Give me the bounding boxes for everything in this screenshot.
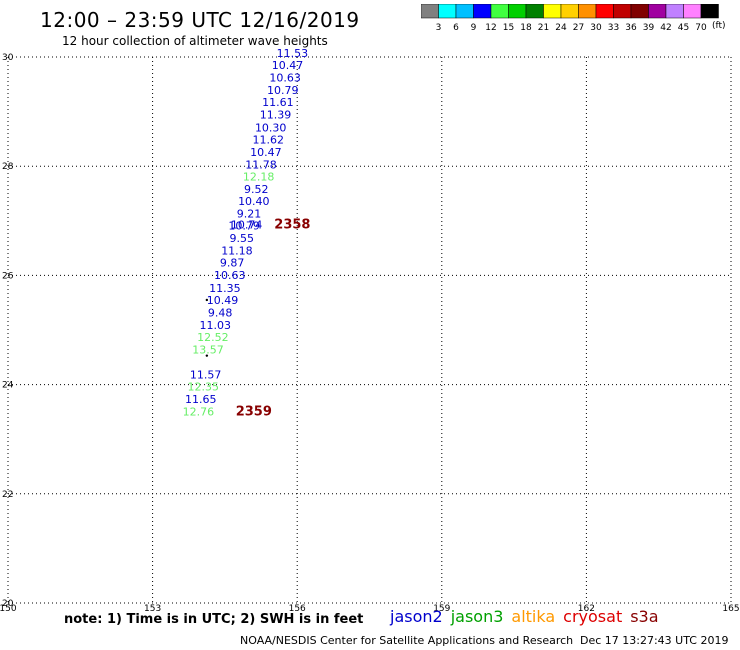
colorbar-label: 15 <box>503 23 514 33</box>
legend-item-cryosat: cryosat <box>563 607 623 626</box>
data-point-jason2: 11.53 <box>277 47 309 60</box>
footer-note: note: 1) Time is in UTC; 2) SWH is in fe… <box>64 612 364 627</box>
data-point-jason2: 11.61 <box>262 96 294 109</box>
x-tick-label: 156 <box>289 604 306 614</box>
data-point-jason3: 12.76 <box>183 406 215 419</box>
colorbar-label: 18 <box>520 23 532 33</box>
data-point-jason2: 11.03 <box>200 319 232 332</box>
footer-credit: NOAA/NESDIS Center for Satellite Applica… <box>240 634 574 647</box>
colorbar-label: 45 <box>678 23 689 33</box>
colorbar-label: 30 <box>590 23 602 33</box>
data-point-jason2: 11.39 <box>260 109 292 122</box>
y-tick-label: 28 <box>2 162 14 172</box>
data-point-jason2: 9.87 <box>220 257 245 270</box>
legend-item-jason3: jason3 <box>450 607 504 626</box>
data-point-jason2: 10.49 <box>207 294 239 307</box>
data-point-jason2: 10.30 <box>255 121 287 134</box>
colorbar-label: 27 <box>573 23 584 33</box>
footer-timestamp: Dec 17 13:27:43 UTC 2019 <box>580 634 729 647</box>
colorbar-label: 24 <box>555 23 567 33</box>
x-tick-label: 153 <box>144 604 161 614</box>
data-point-jason2: 10.79 <box>267 84 299 97</box>
legend-item-jason2: jason2 <box>390 607 443 626</box>
data-point-s3a: 2359 <box>236 405 272 420</box>
colorbar-label: 70 <box>695 23 707 33</box>
data-point-jason2: 10.40 <box>238 195 270 208</box>
y-tick-label: 26 <box>2 271 14 281</box>
data-point-jason2: 10.63 <box>269 72 301 85</box>
colorbar-label: 12 <box>485 23 496 33</box>
colorbar-label: 39 <box>643 23 655 33</box>
data-point-jason2: 11.35 <box>209 282 241 295</box>
y-tick-label: 20 <box>2 599 14 609</box>
data-point-s3a: 2358 <box>274 217 310 232</box>
legend: jason2 jason3 altika cryosat s3a <box>390 607 667 626</box>
data-point-jason2: 10.47 <box>250 146 282 159</box>
data-point-jason2: 11.18 <box>221 245 253 258</box>
x-tick-label: 165 <box>722 604 739 614</box>
data-point-jason3: 13.57 <box>192 343 224 356</box>
data-point-jason2: 9.52 <box>244 183 269 196</box>
colorbar-label: 21 <box>538 23 549 33</box>
legend-item-altika: altika <box>511 607 556 626</box>
track-dot <box>205 354 209 357</box>
colorbar-label: 42 <box>660 23 671 33</box>
legend-item-s3a: s3a <box>630 607 659 626</box>
data-point-jason2: 9.48 <box>208 306 233 319</box>
colorbar-unit: (ft) <box>712 21 726 31</box>
data-point-jason2: 10.63 <box>214 269 246 282</box>
chart-title: 12:00 – 23:59 UTC 12/16/2019 <box>40 8 360 32</box>
track-dot <box>205 298 209 302</box>
data-point-jason2: 10.74 <box>231 218 263 231</box>
data-point-jason2: 9.55 <box>230 232 255 245</box>
data-point-jason2: 11.57 <box>190 369 222 382</box>
y-tick-label: 30 <box>2 53 14 63</box>
x-tick-label: 150 <box>0 604 17 614</box>
data-point-jason2: 10.79 <box>228 220 260 233</box>
data-point-jason2: 9.21 <box>237 208 262 221</box>
data-point-jason2: 11.78 <box>245 158 277 171</box>
data-point-jason3: 12.52 <box>197 331 229 344</box>
data-point-jason2: 10.47 <box>272 59 304 72</box>
y-tick-label: 22 <box>2 490 13 500</box>
chart-subtitle: 12 hour collection of altimeter wave hei… <box>62 34 328 48</box>
colorbar: 3 6 9 12 15 18 21 24 27 30 33 36 39 42 45 70 <box>421 4 719 33</box>
y-tick-label: 24 <box>2 381 14 391</box>
data-point-jason3: 12.18 <box>243 170 275 183</box>
x-tick-label: 159 <box>433 604 450 614</box>
data-point-jason2: 11.65 <box>185 393 217 406</box>
colorbar-label: 36 <box>625 23 637 33</box>
colorbar-swatch <box>700 4 719 19</box>
colorbar-label: 9 <box>471 23 477 33</box>
colorbar-label: 33 <box>608 23 619 33</box>
colorbar-label: 6 <box>453 23 459 33</box>
x-tick-label: 162 <box>578 604 595 614</box>
colorbar-label: 3 <box>436 23 442 33</box>
data-point-jason2: 11.62 <box>253 133 285 146</box>
data-point-jason3: 12.35 <box>187 381 219 394</box>
